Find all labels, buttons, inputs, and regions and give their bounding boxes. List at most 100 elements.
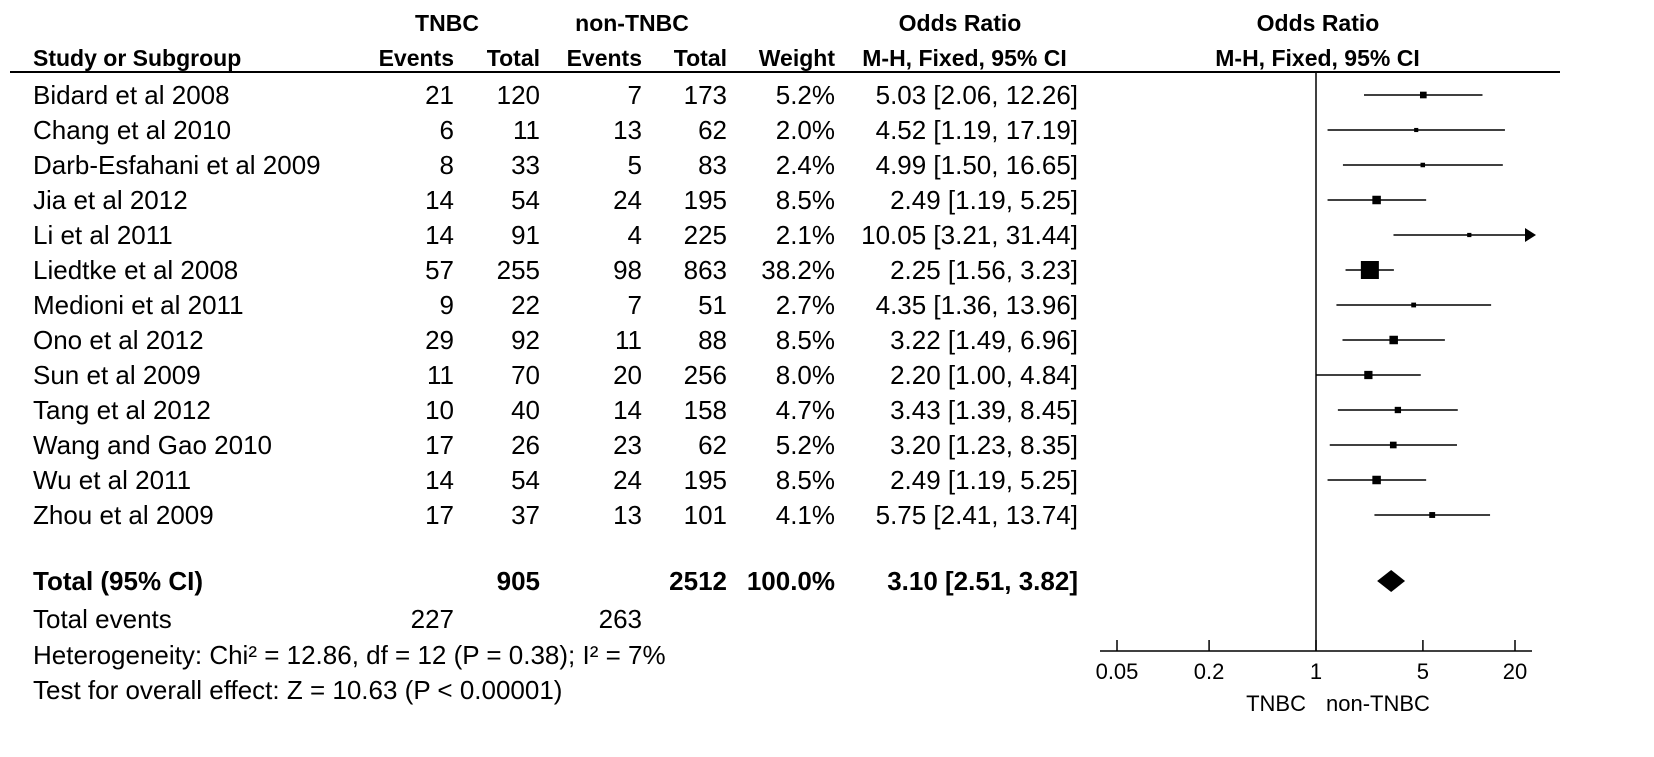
weight-cell: 8.5%	[775, 325, 835, 355]
weight-cell: 5.2%	[775, 80, 835, 110]
ci-method-header: M-H, Fixed, 95% CI	[862, 45, 1067, 71]
weight-cell: 2.7%	[775, 290, 835, 320]
total-label: Total (95% CI)	[33, 566, 203, 596]
weight-cell: 38.2%	[761, 255, 835, 285]
events2-cell: 24	[613, 185, 642, 215]
events1-cell: 29	[425, 325, 454, 355]
study-name: Zhou et al 2009	[33, 500, 214, 530]
or-ci-cell: 3.20 [1.23, 8.35]	[890, 430, 1078, 460]
study-name: Ono et al 2012	[33, 325, 204, 355]
events1-cell: 6	[439, 115, 454, 145]
study-name: Chang et al 2010	[33, 115, 232, 145]
x-axis-tick-label: 20	[1503, 659, 1527, 684]
total1-cell: 22	[511, 290, 540, 320]
point-estimate-square	[1360, 261, 1379, 279]
events1-cell: 10	[425, 395, 454, 425]
total2-column-header: Total	[673, 45, 727, 71]
or-ci-cell: 2.25 [1.56, 3.23]	[890, 255, 1078, 285]
total1-cell: 255	[496, 255, 540, 285]
or-ci-cell: 4.35 [1.36, 13.96]	[875, 290, 1078, 320]
events1-cell: 11	[427, 360, 454, 390]
total2-cell: 195	[683, 465, 727, 495]
events1-cell: 14	[425, 220, 454, 250]
events1-column-header: Events	[378, 45, 454, 71]
or-ci-cell: 5.03 [2.06, 12.26]	[875, 80, 1078, 110]
point-estimate-square	[1414, 127, 1419, 133]
or-ci-cell: 3.43 [1.39, 8.45]	[890, 395, 1078, 425]
total1-cell: 92	[511, 325, 540, 355]
study-name: Jia et al 2012	[33, 185, 188, 215]
or-ci-cell: 4.99 [1.50, 16.65]	[875, 150, 1078, 180]
ci-arrow	[1525, 228, 1536, 242]
weight-cell: 2.4%	[775, 150, 835, 180]
total1-column-header: Total	[486, 45, 540, 71]
total2-cell: 101	[683, 500, 727, 530]
total2-cell: 62	[698, 115, 727, 145]
study-name: Liedtke et al 2008	[33, 255, 239, 285]
total-events-1: 227	[410, 604, 454, 634]
study-name: Wu et al 2011	[33, 465, 192, 495]
total2-cell: 225	[683, 220, 727, 250]
study-name: Bidard et al 2008	[33, 80, 230, 110]
events2-cell: 7	[627, 290, 642, 320]
point-estimate-square	[1419, 91, 1427, 99]
total2-cell: 88	[698, 325, 727, 355]
events2-cell: 5	[627, 150, 642, 180]
point-estimate-square	[1372, 195, 1381, 205]
weight-cell: 8.5%	[775, 185, 835, 215]
events2-cell: 13	[613, 115, 642, 145]
events2-cell: 4	[627, 220, 642, 250]
events1-cell: 14	[425, 465, 454, 495]
overall-effect-text: Test for overall effect: Z = 10.63 (P < …	[33, 675, 563, 705]
total1-cell: 11	[513, 115, 540, 145]
point-estimate-square	[1429, 512, 1436, 518]
x-axis-tick-label: 0.05	[1096, 659, 1139, 684]
total-weight: 100.0%	[746, 566, 835, 596]
study-name: Tang et al 2012	[33, 395, 211, 425]
point-estimate-square	[1389, 335, 1398, 345]
weight-cell: 4.1%	[775, 500, 835, 530]
total2-cell: 195	[683, 185, 727, 215]
weight-cell: 8.5%	[775, 465, 835, 495]
point-estimate-square	[1364, 370, 1373, 380]
study-column-header: Study or Subgroup	[33, 45, 242, 71]
events1-cell: 14	[425, 185, 454, 215]
total1-cell: 37	[511, 500, 540, 530]
events2-cell: 24	[613, 465, 642, 495]
total2-cell: 256	[683, 360, 727, 390]
total-events-2: 263	[598, 604, 642, 634]
study-name: Li et al 2011	[33, 220, 173, 250]
ci-method-plot-header: M-H, Fixed, 95% CI	[1215, 45, 1420, 71]
events1-cell: 57	[425, 255, 454, 285]
events2-cell: 20	[613, 360, 642, 390]
x-axis-tick-label: 1	[1310, 659, 1322, 684]
events2-column-header: Events	[566, 45, 642, 71]
or-ci-cell: 4.52 [1.19, 17.19]	[875, 115, 1078, 145]
total1-cell: 70	[511, 360, 540, 390]
point-estimate-square	[1411, 302, 1417, 308]
total-events-label: Total events	[33, 604, 172, 634]
favours-left-label: TNBC	[1246, 691, 1306, 716]
total1-cell: 91	[511, 220, 540, 250]
events2-cell: 98	[613, 255, 642, 285]
heterogeneity-text: Heterogeneity: Chi² = 12.86, df = 12 (P …	[33, 640, 666, 670]
study-name: Wang and Gao 2010	[33, 430, 272, 460]
point-estimate-square	[1372, 475, 1381, 485]
total-or-ci: 3.10 [2.51, 3.82]	[887, 566, 1078, 596]
weight-cell: 8.0%	[775, 360, 835, 390]
total2-cell: 158	[683, 395, 727, 425]
weight-cell: 2.1%	[775, 220, 835, 250]
study-name: Sun et al 2009	[33, 360, 201, 390]
events1-cell: 21	[425, 80, 454, 110]
events2-cell: 11	[615, 325, 642, 355]
point-estimate-square	[1420, 162, 1426, 168]
x-axis-tick-label: 5	[1417, 659, 1429, 684]
weight-cell: 4.7%	[775, 395, 835, 425]
odds-ratio-header: Odds Ratio	[898, 10, 1022, 36]
point-estimate-square	[1389, 441, 1397, 449]
pooled-diamond	[1377, 570, 1406, 592]
total1-cell: 120	[496, 80, 540, 110]
group1-header: TNBC	[415, 10, 479, 36]
total2-cell: 51	[698, 290, 727, 320]
